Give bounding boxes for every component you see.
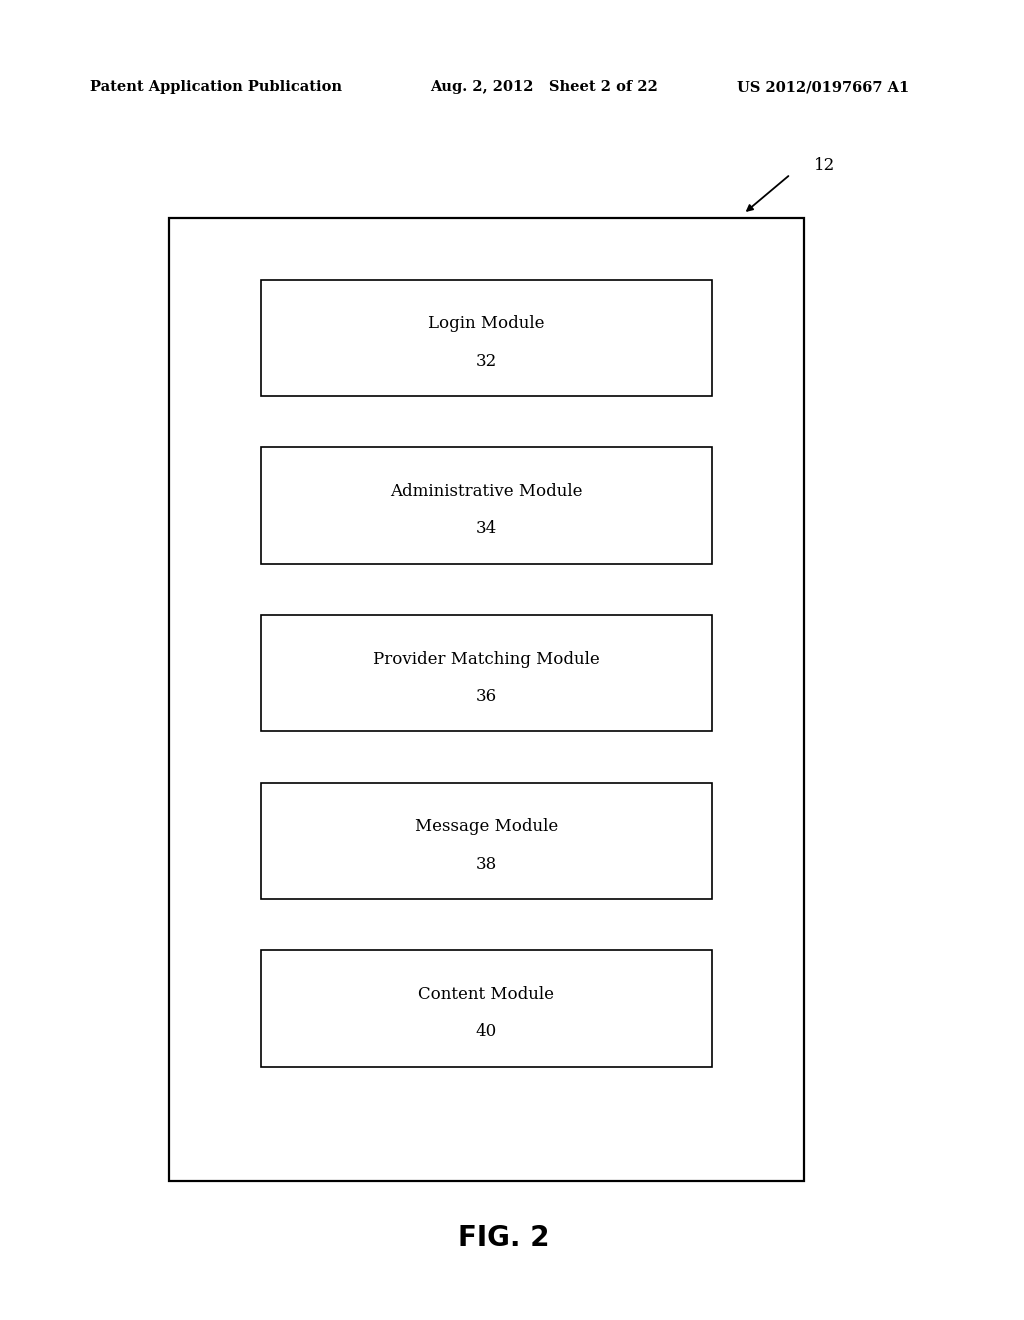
Bar (261, 280, 712, 396)
Text: 34: 34 (476, 520, 497, 537)
Text: Aug. 2, 2012   Sheet 2 of 22: Aug. 2, 2012 Sheet 2 of 22 (430, 81, 658, 94)
Bar (261, 447, 712, 564)
Bar (169, 218, 804, 1181)
Text: Provider Matching Module: Provider Matching Module (373, 651, 600, 668)
Text: FIG. 2: FIG. 2 (458, 1224, 550, 1253)
Text: 12: 12 (814, 157, 836, 173)
Text: Content Module: Content Module (419, 986, 554, 1003)
Text: US 2012/0197667 A1: US 2012/0197667 A1 (737, 81, 909, 94)
Text: Login Module: Login Module (428, 315, 545, 333)
Bar (261, 615, 712, 731)
Text: 40: 40 (476, 1023, 497, 1040)
Text: 32: 32 (476, 352, 497, 370)
Text: 38: 38 (476, 855, 497, 873)
Bar (261, 950, 712, 1067)
Text: Patent Application Publication: Patent Application Publication (90, 81, 342, 94)
Bar (261, 783, 712, 899)
Text: Administrative Module: Administrative Module (390, 483, 583, 500)
Text: Message Module: Message Module (415, 818, 558, 836)
Text: 36: 36 (476, 688, 497, 705)
